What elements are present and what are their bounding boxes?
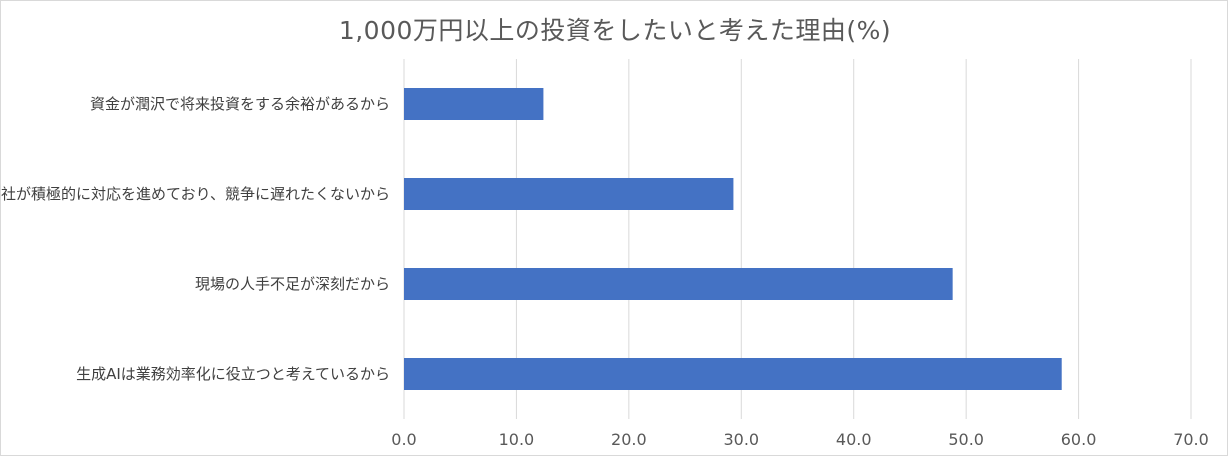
x-tick-label: 10.0 [499,430,535,449]
chart-title: 1,000万円以上の投資をしたいと考えた理由(%) [338,16,892,45]
x-tick-label: 30.0 [723,430,759,449]
x-tick-label: 40.0 [836,430,872,449]
x-tick-label: 20.0 [611,430,647,449]
bar [404,358,1062,390]
bar [404,178,734,210]
bar [404,88,544,120]
x-tick-label: 50.0 [948,430,984,449]
category-label: 資金が潤沢で将来投資をする余裕があるから [90,95,390,113]
category-label: 生成AIは業務効率化に役立つと考えているから [76,365,390,383]
category-label: 他社が積極的に対応を進めており、競争に遅れたくないから [1,185,390,203]
x-tick-label: 0.0 [391,430,416,449]
category-label: 現場の人手不足が深刻だから [195,275,390,293]
x-tick-label: 70.0 [1173,430,1209,449]
x-tick-label: 60.0 [1061,430,1097,449]
bar [404,268,953,300]
